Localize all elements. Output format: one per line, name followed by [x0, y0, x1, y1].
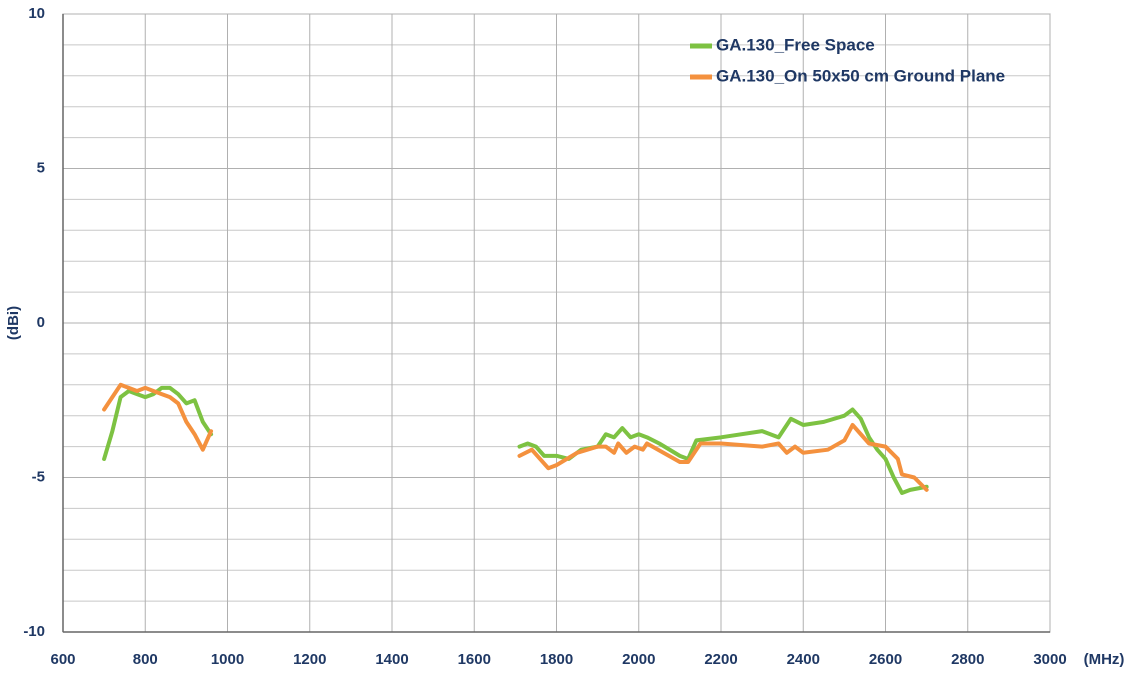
legend: GA.130_Free Space GA.130_On 50x50 cm Grou…	[690, 35, 1005, 85]
x-tick-label: 1000	[211, 651, 244, 668]
y-axis-label: (dBi)	[5, 306, 22, 340]
legend-label: GA.130_On 50x50 cm Ground Plane	[716, 66, 1005, 85]
series-line	[102, 382, 929, 492]
x-tick-label: 2600	[869, 651, 902, 668]
y-tick-label: 0	[37, 314, 45, 331]
x-tick-label: 1600	[458, 651, 491, 668]
x-tick-label: 2000	[622, 651, 655, 668]
y-tick-label: -5	[32, 468, 45, 485]
x-tick-label: 2200	[704, 651, 737, 668]
x-tick-label: 1400	[375, 651, 408, 668]
y-tick-label: 10	[28, 5, 45, 22]
x-tick-label: 3000	[1033, 651, 1066, 668]
x-tick-label: 2800	[951, 651, 984, 668]
x-axis-label: (MHz)	[1084, 651, 1125, 668]
x-tick-label: 600	[50, 651, 75, 668]
x-tick-label: 1800	[540, 651, 573, 668]
x-tick-label: 800	[133, 651, 158, 668]
x-tick-label: 1200	[293, 651, 326, 668]
y-tick-label: -10	[23, 623, 45, 640]
legend-label: GA.130_Free Space	[716, 35, 875, 54]
y-tick-label: 5	[37, 159, 45, 176]
x-tick-label: 2400	[787, 651, 820, 668]
